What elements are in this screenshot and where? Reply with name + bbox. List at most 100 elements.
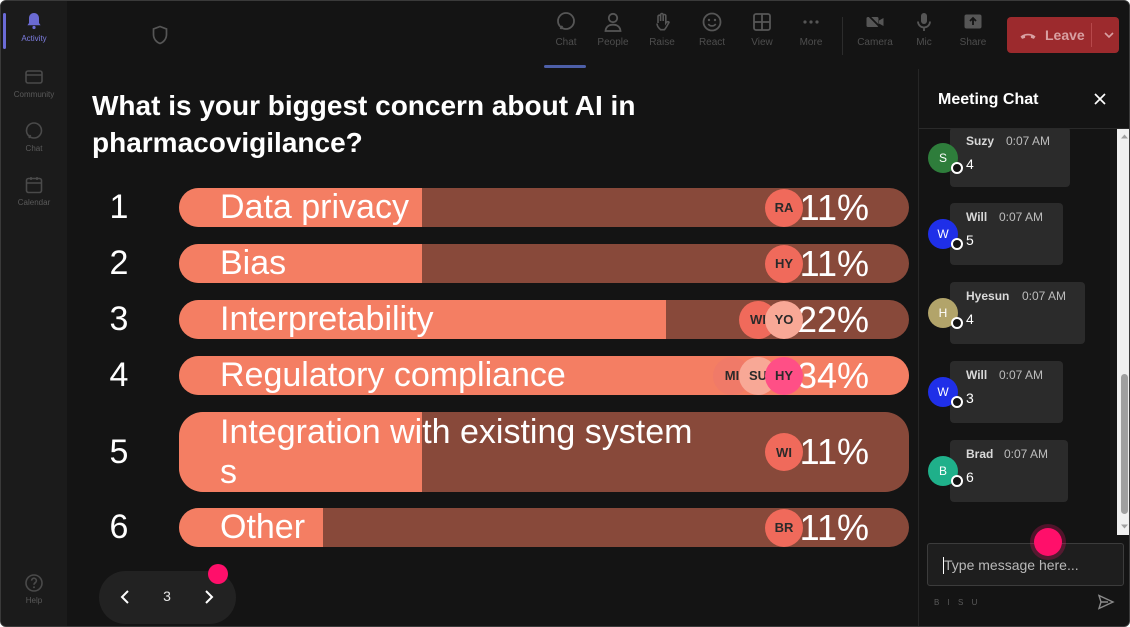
chat-sender: Will [966, 210, 988, 224]
leave-label: Leave [1045, 27, 1085, 43]
chat-avatar: W [928, 219, 963, 250]
chevron-down-icon[interactable] [1103, 29, 1115, 41]
toolbar-more-button[interactable]: More [789, 11, 833, 65]
chat-message-input[interactable]: Type message here... [927, 543, 1124, 586]
rail-label: Calendar [17, 198, 51, 207]
voter-avatar: RA [765, 188, 803, 227]
voter-avatar: YO [765, 300, 803, 339]
toolbar-camera-button[interactable]: Camera [853, 11, 897, 65]
rail-item-activity[interactable]: Activity [1, 11, 67, 61]
poll-option-percent: 22% [796, 300, 869, 339]
chat-title: Meeting Chat [938, 91, 1039, 108]
poll-option-fill [179, 244, 422, 283]
poll-option-bar[interactable]: Interpretability 22% WI YO [179, 300, 909, 339]
option-number: 6 [109, 508, 129, 546]
option-number: 4 [109, 356, 129, 394]
leave-button[interactable]: Leave [1007, 17, 1119, 53]
toolbar-label: Share [959, 37, 987, 48]
toolbar-divider [842, 17, 843, 55]
chat-timestamp: 0:07 AM [1004, 447, 1049, 461]
scroll-down-icon[interactable] [1120, 522, 1129, 531]
option-number: 3 [109, 300, 129, 338]
chat-message-text: 4 [966, 311, 974, 327]
chat-sender: Suzy [966, 134, 995, 148]
raise-hand-icon [656, 12, 670, 31]
toolbar-raise-button[interactable]: Raise [640, 11, 684, 65]
poll-option-label: Regulatory compliance [220, 356, 566, 394]
voter-avatar: HY [765, 244, 803, 283]
chevron-left-icon[interactable] [115, 587, 135, 607]
rail-item-community[interactable]: Community [1, 67, 67, 117]
poll-option-percent: 11% [799, 188, 869, 227]
scroll-up-icon[interactable] [1120, 132, 1129, 141]
poll-option-label-line: s [220, 453, 237, 491]
scrollbar-thumb[interactable] [1121, 374, 1128, 514]
close-icon[interactable] [1092, 91, 1108, 107]
rail-item-chat[interactable]: Chat [1, 121, 67, 171]
poll-option-bar[interactable]: Regulatory compliance 34% MI SU HY [179, 356, 909, 395]
poll-option-fill [179, 188, 422, 227]
community-icon [25, 70, 43, 84]
chat-message-text: 4 [966, 156, 974, 172]
toolbar-label: React [698, 37, 726, 48]
toolbar-view-button[interactable]: View [740, 11, 784, 65]
chat-divider [919, 128, 1129, 129]
chat-message-list[interactable]: Suzy 0:07 AM 4 S Will 0:07 AM 5 W Hyesun 0:07 AM 4… [919, 129, 1117, 535]
toolbar-share-button[interactable]: Share [951, 11, 995, 65]
toolbar-label: People [597, 37, 629, 48]
format-toolbar[interactable]: B I S U [934, 598, 981, 607]
chat-scrollbar[interactable] [1117, 129, 1129, 535]
meeting-toolbar: Chat People Raise React View More Camera [67, 1, 1129, 69]
shield-icon[interactable] [151, 25, 169, 45]
poll-option-bar[interactable]: Other 11% BR [179, 508, 909, 547]
chat-avatar-initial: W [937, 385, 949, 399]
chat-sender: Hyesun [966, 289, 1010, 303]
toolbar-chat-button[interactable]: Chat [544, 11, 588, 68]
send-icon[interactable] [1097, 593, 1115, 611]
voter-avatar: WI [765, 433, 803, 471]
chat-timestamp: 0:07 AM [1006, 134, 1051, 148]
poll-option-label: Data privacy [220, 188, 409, 226]
calendar-icon [25, 177, 43, 194]
toolbar-mic-button[interactable]: Mic [902, 11, 946, 65]
poll-option-label: Interpretability [220, 300, 434, 338]
chat-avatar: B [928, 456, 963, 487]
chat-avatar-initial: S [938, 151, 947, 165]
toolbar-people-button[interactable]: People [591, 11, 635, 65]
chat-message-text: 3 [966, 390, 974, 406]
react-icon [702, 12, 722, 32]
chevron-right-icon[interactable] [199, 587, 219, 607]
hang-up-icon [1020, 33, 1036, 39]
presence-indicator [951, 238, 963, 250]
poll-option-label: Other [220, 508, 306, 546]
poll-question: What is your biggest concern about AI in… [92, 90, 636, 158]
view-grid-icon [753, 13, 771, 31]
page-number: 3 [163, 588, 171, 604]
poll-option-fill [179, 300, 666, 339]
pointer-indicator-dot [1034, 528, 1062, 556]
chat-message: Brad 0:07 AM 6 [950, 440, 1068, 502]
rail-item-calendar[interactable]: Calendar [1, 175, 67, 225]
chat-avatar-initial: B [938, 464, 947, 478]
option-number: 2 [109, 244, 129, 282]
poll-option-percent: 11% [799, 431, 869, 472]
text-caret [943, 557, 944, 574]
rail-label: Chat [25, 144, 43, 153]
more-icon [803, 20, 819, 24]
poll-option-bar[interactable]: Integration with existing system s 11% WI [179, 412, 909, 492]
chat-message: Will 0:07 AM 3 [950, 361, 1063, 423]
option-number: 1 [109, 188, 129, 226]
poll-option-fill [179, 412, 422, 492]
chat-input-placeholder: Type message here... [944, 557, 1079, 573]
toolbar-label: More [799, 37, 823, 48]
poll-option-percent: 11% [799, 508, 869, 547]
poll-option-label: Bias [220, 244, 287, 282]
toolbar-react-button[interactable]: React [690, 11, 734, 65]
poll-option-label-line: Integration with existing system [220, 413, 693, 451]
option-number: 5 [109, 432, 129, 471]
chat-icon [25, 122, 43, 139]
poll-option-bar[interactable]: Data privacy 11% RA [179, 188, 909, 227]
poll-option-bar[interactable]: Bias 11% HY [179, 244, 909, 283]
rail-item-help[interactable]: Help [1, 573, 67, 623]
